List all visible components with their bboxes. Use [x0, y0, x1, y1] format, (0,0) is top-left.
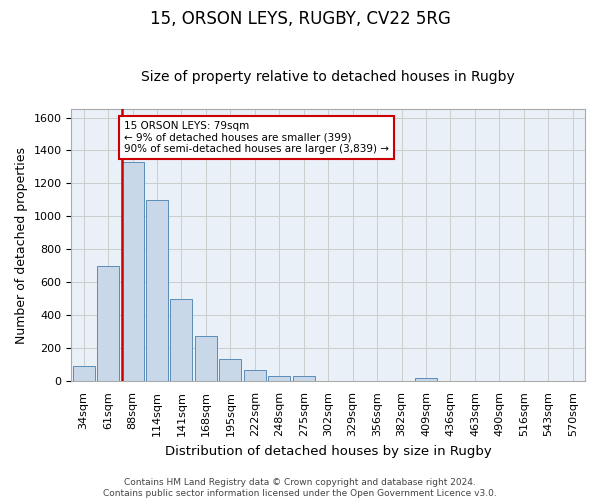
- Bar: [268, 376, 290, 382]
- Bar: [122, 162, 143, 382]
- Text: 15 ORSON LEYS: 79sqm
← 9% of detached houses are smaller (399)
90% of semi-detac: 15 ORSON LEYS: 79sqm ← 9% of detached ho…: [124, 121, 389, 154]
- X-axis label: Distribution of detached houses by size in Rugby: Distribution of detached houses by size …: [165, 444, 491, 458]
- Y-axis label: Number of detached properties: Number of detached properties: [15, 147, 28, 344]
- Bar: [170, 299, 193, 382]
- Bar: [146, 200, 168, 382]
- Bar: [244, 370, 266, 382]
- Bar: [195, 336, 217, 382]
- Title: Size of property relative to detached houses in Rugby: Size of property relative to detached ho…: [142, 70, 515, 85]
- Bar: [73, 366, 95, 382]
- Text: Contains HM Land Registry data © Crown copyright and database right 2024.
Contai: Contains HM Land Registry data © Crown c…: [103, 478, 497, 498]
- Bar: [220, 359, 241, 382]
- Bar: [415, 378, 437, 382]
- Text: 15, ORSON LEYS, RUGBY, CV22 5RG: 15, ORSON LEYS, RUGBY, CV22 5RG: [149, 10, 451, 28]
- Bar: [293, 376, 315, 382]
- Bar: [97, 266, 119, 382]
